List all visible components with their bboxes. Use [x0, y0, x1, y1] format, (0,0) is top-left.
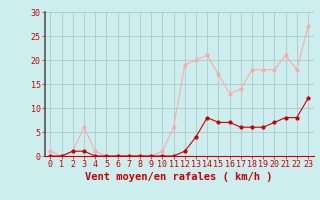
X-axis label: Vent moyen/en rafales ( km/h ): Vent moyen/en rafales ( km/h )	[85, 172, 273, 182]
